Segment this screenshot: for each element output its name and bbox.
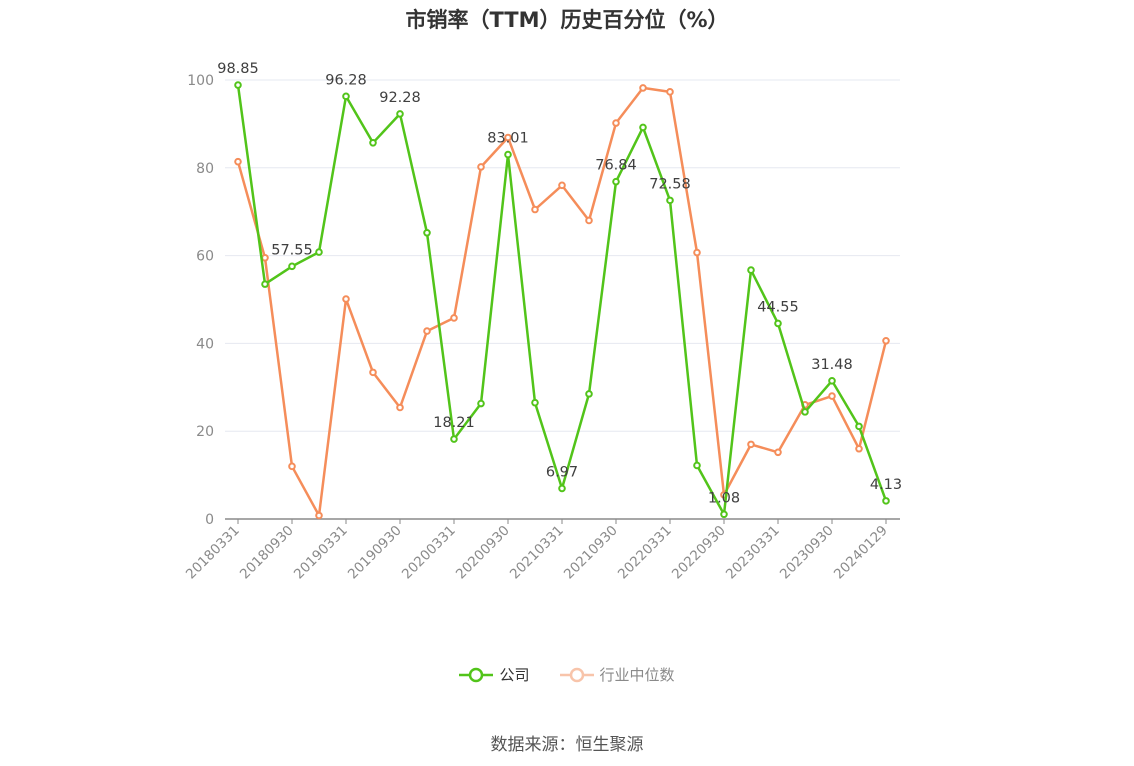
data-point-industry-median [693, 248, 701, 257]
x-tick-label: 20210930 [561, 523, 621, 583]
x-tick-label: 20220331 [615, 523, 675, 583]
data-point-industry-median [585, 216, 593, 225]
x-tick-label: 20210331 [507, 523, 567, 583]
x-tick-label: 20230930 [777, 523, 837, 583]
data-point-industry-median [315, 511, 323, 520]
data-point-company [477, 399, 485, 408]
data-point-industry-median [612, 119, 620, 127]
data-label: 72.58 [649, 176, 691, 192]
data-point-company [342, 92, 350, 101]
data-point-company [747, 266, 755, 274]
y-tick-label: 0 [205, 512, 214, 528]
legend-item-industry-median[interactable]: 行业中位数 [559, 664, 675, 685]
y-tick-label: 40 [196, 336, 214, 352]
data-point-company [558, 484, 566, 493]
chart-title: 市销率（TTM）历史百分位（%） [405, 8, 729, 32]
x-tick-label: 20190331 [291, 523, 351, 583]
data-point-industry-median [666, 88, 674, 96]
data-point-company [396, 110, 404, 118]
data-label: 96.28 [325, 72, 367, 88]
legend-marker-company-icon [459, 667, 494, 682]
y-tick-label: 80 [196, 161, 214, 177]
data-label: 76.84 [595, 158, 637, 174]
data-point-industry-median [747, 440, 755, 449]
data-point-company [423, 228, 431, 237]
data-point-industry-median [531, 205, 539, 214]
data-point-company [801, 408, 809, 416]
x-tick-label: 20240129 [831, 523, 891, 583]
data-point-company [693, 461, 701, 470]
y-tick-label: 20 [196, 424, 214, 440]
data-point-company [639, 123, 647, 132]
data-point-company [774, 319, 782, 328]
data-point-industry-median [450, 314, 458, 322]
x-tick-label: 20190930 [345, 523, 405, 583]
data-label: 1.08 [708, 490, 740, 506]
data-label: 44.55 [757, 299, 799, 315]
legend: 公司 行业中位数 [0, 664, 1134, 685]
data-label: 31.48 [811, 357, 853, 373]
x-tick-label: 20200331 [399, 523, 459, 583]
y-tick-label: 100 [187, 73, 214, 89]
data-point-company [234, 81, 242, 89]
x-tick-label: 20230331 [723, 523, 783, 583]
data-point-industry-median [423, 327, 431, 335]
source-note: 数据来源：恒生聚源 [490, 735, 644, 755]
legend-marker-industry-icon [559, 667, 594, 682]
data-point-industry-median [234, 157, 242, 166]
x-tick-label: 20180331 [183, 523, 243, 583]
data-point-industry-median [828, 392, 836, 400]
data-point-industry-median [261, 253, 269, 262]
data-point-company [855, 422, 863, 431]
data-point-company [720, 510, 728, 519]
data-label: 6.97 [546, 464, 578, 480]
data-point-industry-median [369, 368, 377, 377]
data-point-company [450, 435, 458, 443]
legend-label-company: 公司 [499, 666, 530, 684]
data-point-company [882, 497, 890, 505]
y-tick-label: 60 [196, 249, 214, 265]
data-point-company [666, 196, 674, 205]
x-tick-label: 20180930 [237, 523, 297, 583]
data-point-company [504, 150, 512, 159]
data-point-company [261, 280, 269, 288]
data-label: 18.21 [433, 415, 475, 431]
data-point-company [531, 398, 539, 407]
data-point-company [315, 248, 323, 256]
x-tick-label: 20220930 [669, 523, 729, 583]
data-label: 83.01 [487, 131, 529, 147]
data-point-industry-median [855, 444, 863, 453]
data-point-company [585, 390, 593, 398]
data-label: 92.28 [379, 90, 421, 106]
data-point-industry-median [774, 448, 782, 457]
data-point-industry-median [288, 462, 296, 471]
data-label: 4.13 [870, 477, 902, 493]
data-point-industry-median [477, 163, 485, 171]
legend-item-company[interactable]: 公司 [459, 664, 530, 685]
data-point-company [288, 262, 296, 271]
data-label: 57.55 [271, 242, 313, 258]
data-point-industry-median [882, 336, 890, 345]
data-point-industry-median [396, 403, 404, 412]
data-label: 98.85 [217, 61, 259, 77]
data-point-industry-median [639, 84, 647, 92]
data-point-industry-median [342, 295, 350, 303]
data-point-industry-median [558, 181, 566, 190]
data-point-company [369, 138, 377, 147]
legend-label-industry-median: 行业中位数 [599, 666, 675, 684]
x-tick-label: 20200930 [453, 523, 513, 583]
data-point-industry-median [504, 133, 512, 142]
data-point-company [828, 377, 836, 385]
data-point-company [612, 177, 620, 186]
